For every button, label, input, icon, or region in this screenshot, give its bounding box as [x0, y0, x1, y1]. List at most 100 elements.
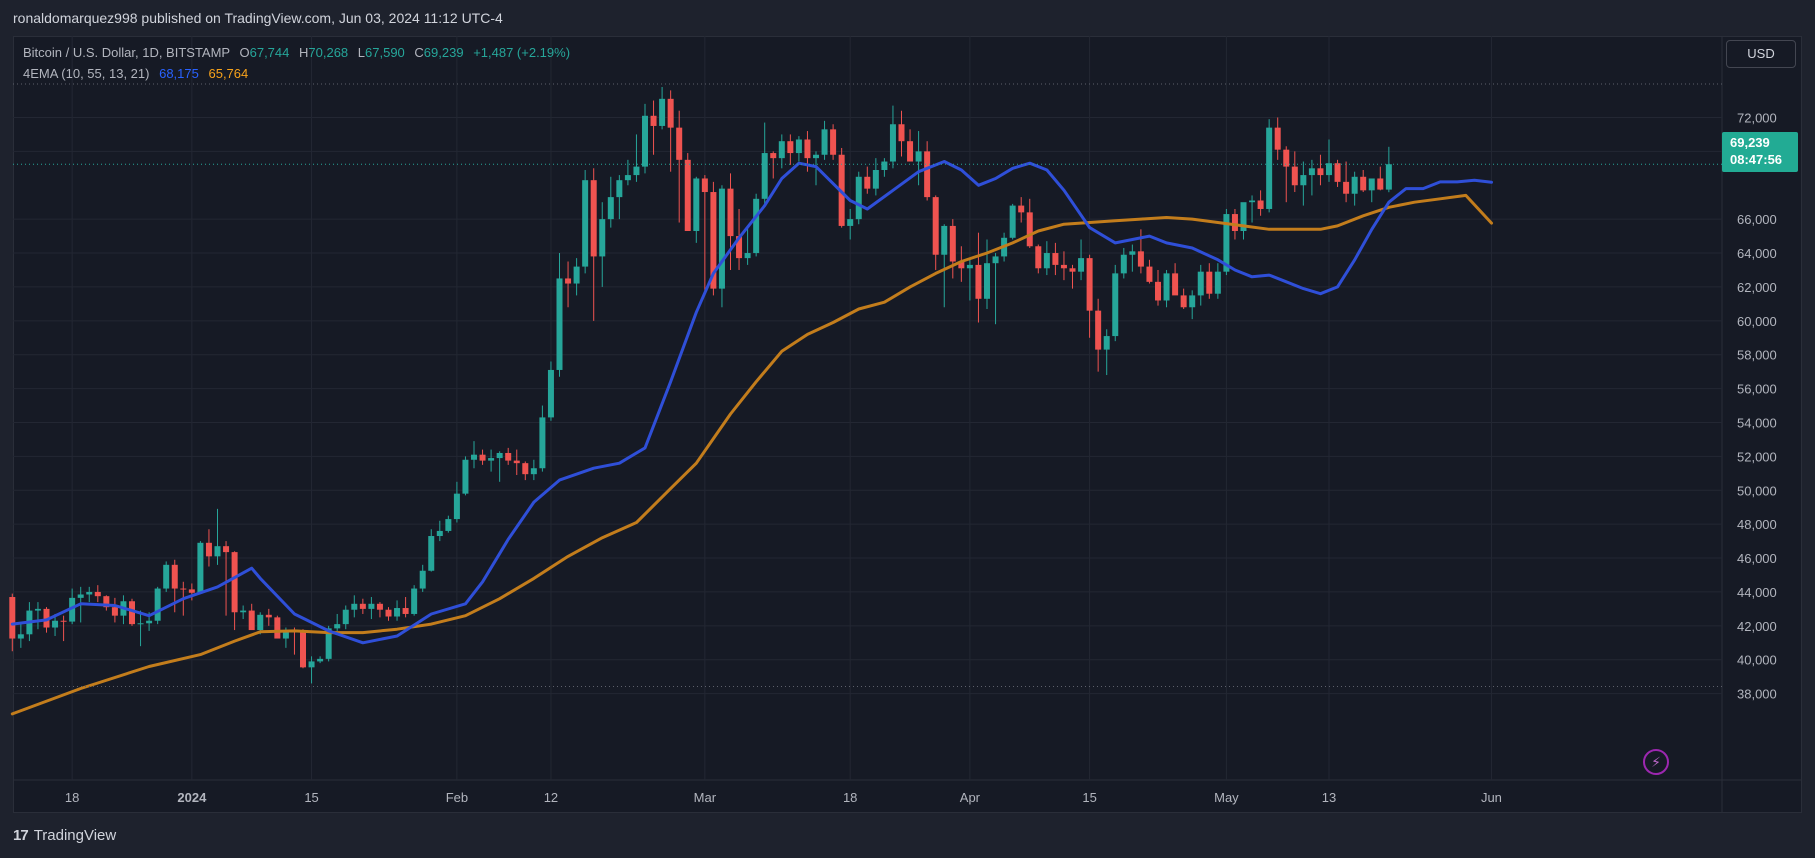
candle-up [1120, 254, 1127, 274]
candle-up [984, 263, 990, 299]
candle-down [676, 127, 683, 160]
candle-down [907, 141, 914, 162]
candle-up [718, 188, 725, 289]
candle-down [1231, 214, 1238, 232]
time-tick-label: Apr [960, 790, 981, 805]
candle-down [223, 546, 230, 553]
candle-up [778, 141, 785, 159]
candle-up [1266, 127, 1273, 209]
candle-up [582, 180, 589, 267]
candle-up [428, 536, 435, 571]
candle-down [505, 452, 512, 461]
price-tick-label: 62,000 [1737, 280, 1777, 295]
candle-up [462, 459, 469, 494]
symbol-label[interactable]: Bitcoin / U.S. Dollar, 1D, BITSTAMP [23, 45, 230, 60]
open-value: 67,744 [249, 45, 290, 60]
candle-down [180, 588, 187, 590]
candle-down [958, 261, 965, 269]
price-tick-label: 50,000 [1737, 483, 1777, 498]
ema-fast-value: 68,175 [159, 66, 199, 81]
candle-up [488, 458, 495, 461]
candle-down [522, 463, 529, 475]
candle-up [1129, 251, 1136, 255]
candle-up [240, 610, 247, 613]
candle-down [667, 98, 674, 128]
candle-up [69, 597, 76, 622]
grid-lines [13, 36, 1802, 813]
candle-up [1368, 178, 1375, 191]
candle-down [1343, 181, 1350, 194]
published-by-text: ronaldomarquez998 published on TradingVi… [13, 10, 503, 26]
indicator-legend[interactable]: 4EMA (10, 55, 13, 21) 68,175 65,764 [23, 66, 248, 81]
candle-up [1223, 214, 1230, 272]
candle-up [616, 180, 623, 198]
candle-up [77, 594, 84, 598]
candle-down [265, 614, 272, 618]
candle-down [924, 151, 931, 198]
price-tick-label: 56,000 [1737, 382, 1777, 397]
candle-up [761, 153, 768, 199]
candle-up [966, 264, 973, 269]
last-price-value: 69,239 [1730, 135, 1770, 150]
candle-up [471, 454, 477, 460]
ohlc-legend[interactable]: Bitcoin / U.S. Dollar, 1D, BITSTAMP O67,… [23, 45, 570, 60]
candle-up [539, 417, 546, 469]
indicator-label[interactable]: 4EMA (10, 55, 13, 21) [23, 66, 150, 81]
candle-up [1078, 258, 1085, 272]
candle-up [795, 139, 802, 154]
candle-up [530, 468, 537, 475]
time-tick-label: 13 [1322, 790, 1336, 805]
candle-up [642, 115, 648, 167]
price-axis[interactable]: 72,00070,00066,00064,00062,00060,00058,0… [1737, 110, 1777, 701]
last-price-badge: 69,239 08:47:56 [1722, 132, 1798, 172]
candle-down [1095, 310, 1102, 350]
candle-down [205, 542, 212, 557]
candle-up [992, 256, 999, 264]
candle-down [103, 596, 110, 608]
candle-up [453, 493, 460, 520]
candle-up [1214, 271, 1221, 294]
candle-up [1240, 202, 1247, 232]
candle-up [17, 634, 24, 639]
candle-up [855, 176, 862, 220]
candle-down [300, 631, 306, 668]
high-label: H [299, 45, 309, 60]
candle-down [1060, 264, 1067, 269]
time-tick-label: 2024 [177, 790, 207, 805]
candle-down [1291, 166, 1298, 186]
price-tick-label: 46,000 [1737, 551, 1777, 566]
candle-up [659, 98, 666, 126]
price-tick-label: 58,000 [1737, 348, 1777, 363]
candle-down [111, 607, 118, 616]
candle-down [1069, 268, 1076, 272]
candle-down [1137, 251, 1144, 267]
candle-up [744, 253, 751, 259]
ema-fast-line [10, 160, 1493, 645]
candle-down [385, 609, 392, 617]
candle-down [274, 617, 281, 639]
time-tick-label: 15 [304, 790, 318, 805]
price-tick-label: 38,000 [1737, 687, 1777, 702]
currency-button[interactable]: USD [1726, 40, 1796, 68]
time-tick-label: 15 [1082, 790, 1096, 805]
candle-down [188, 589, 195, 593]
candle-up [163, 564, 170, 589]
candle-down [701, 178, 708, 193]
price-tick-label: 72,000 [1737, 110, 1777, 125]
candle-down [949, 225, 956, 262]
candle-up [86, 591, 93, 595]
candle-up [436, 530, 443, 537]
lightning-bolt-icon[interactable]: ⚡ [1643, 749, 1669, 775]
candle-down [898, 124, 905, 142]
candle-down [1155, 281, 1161, 301]
candle-down [1035, 246, 1042, 269]
candle-up [693, 178, 700, 232]
candle-down [1257, 200, 1264, 209]
candle-down [94, 591, 101, 597]
candle-up [941, 225, 948, 255]
candle-up [1163, 273, 1170, 301]
candle-up [368, 603, 375, 609]
tradingview-logo-icon: 17 [13, 827, 29, 844]
tradingview-logo[interactable]: 17 TradingView [13, 827, 116, 844]
